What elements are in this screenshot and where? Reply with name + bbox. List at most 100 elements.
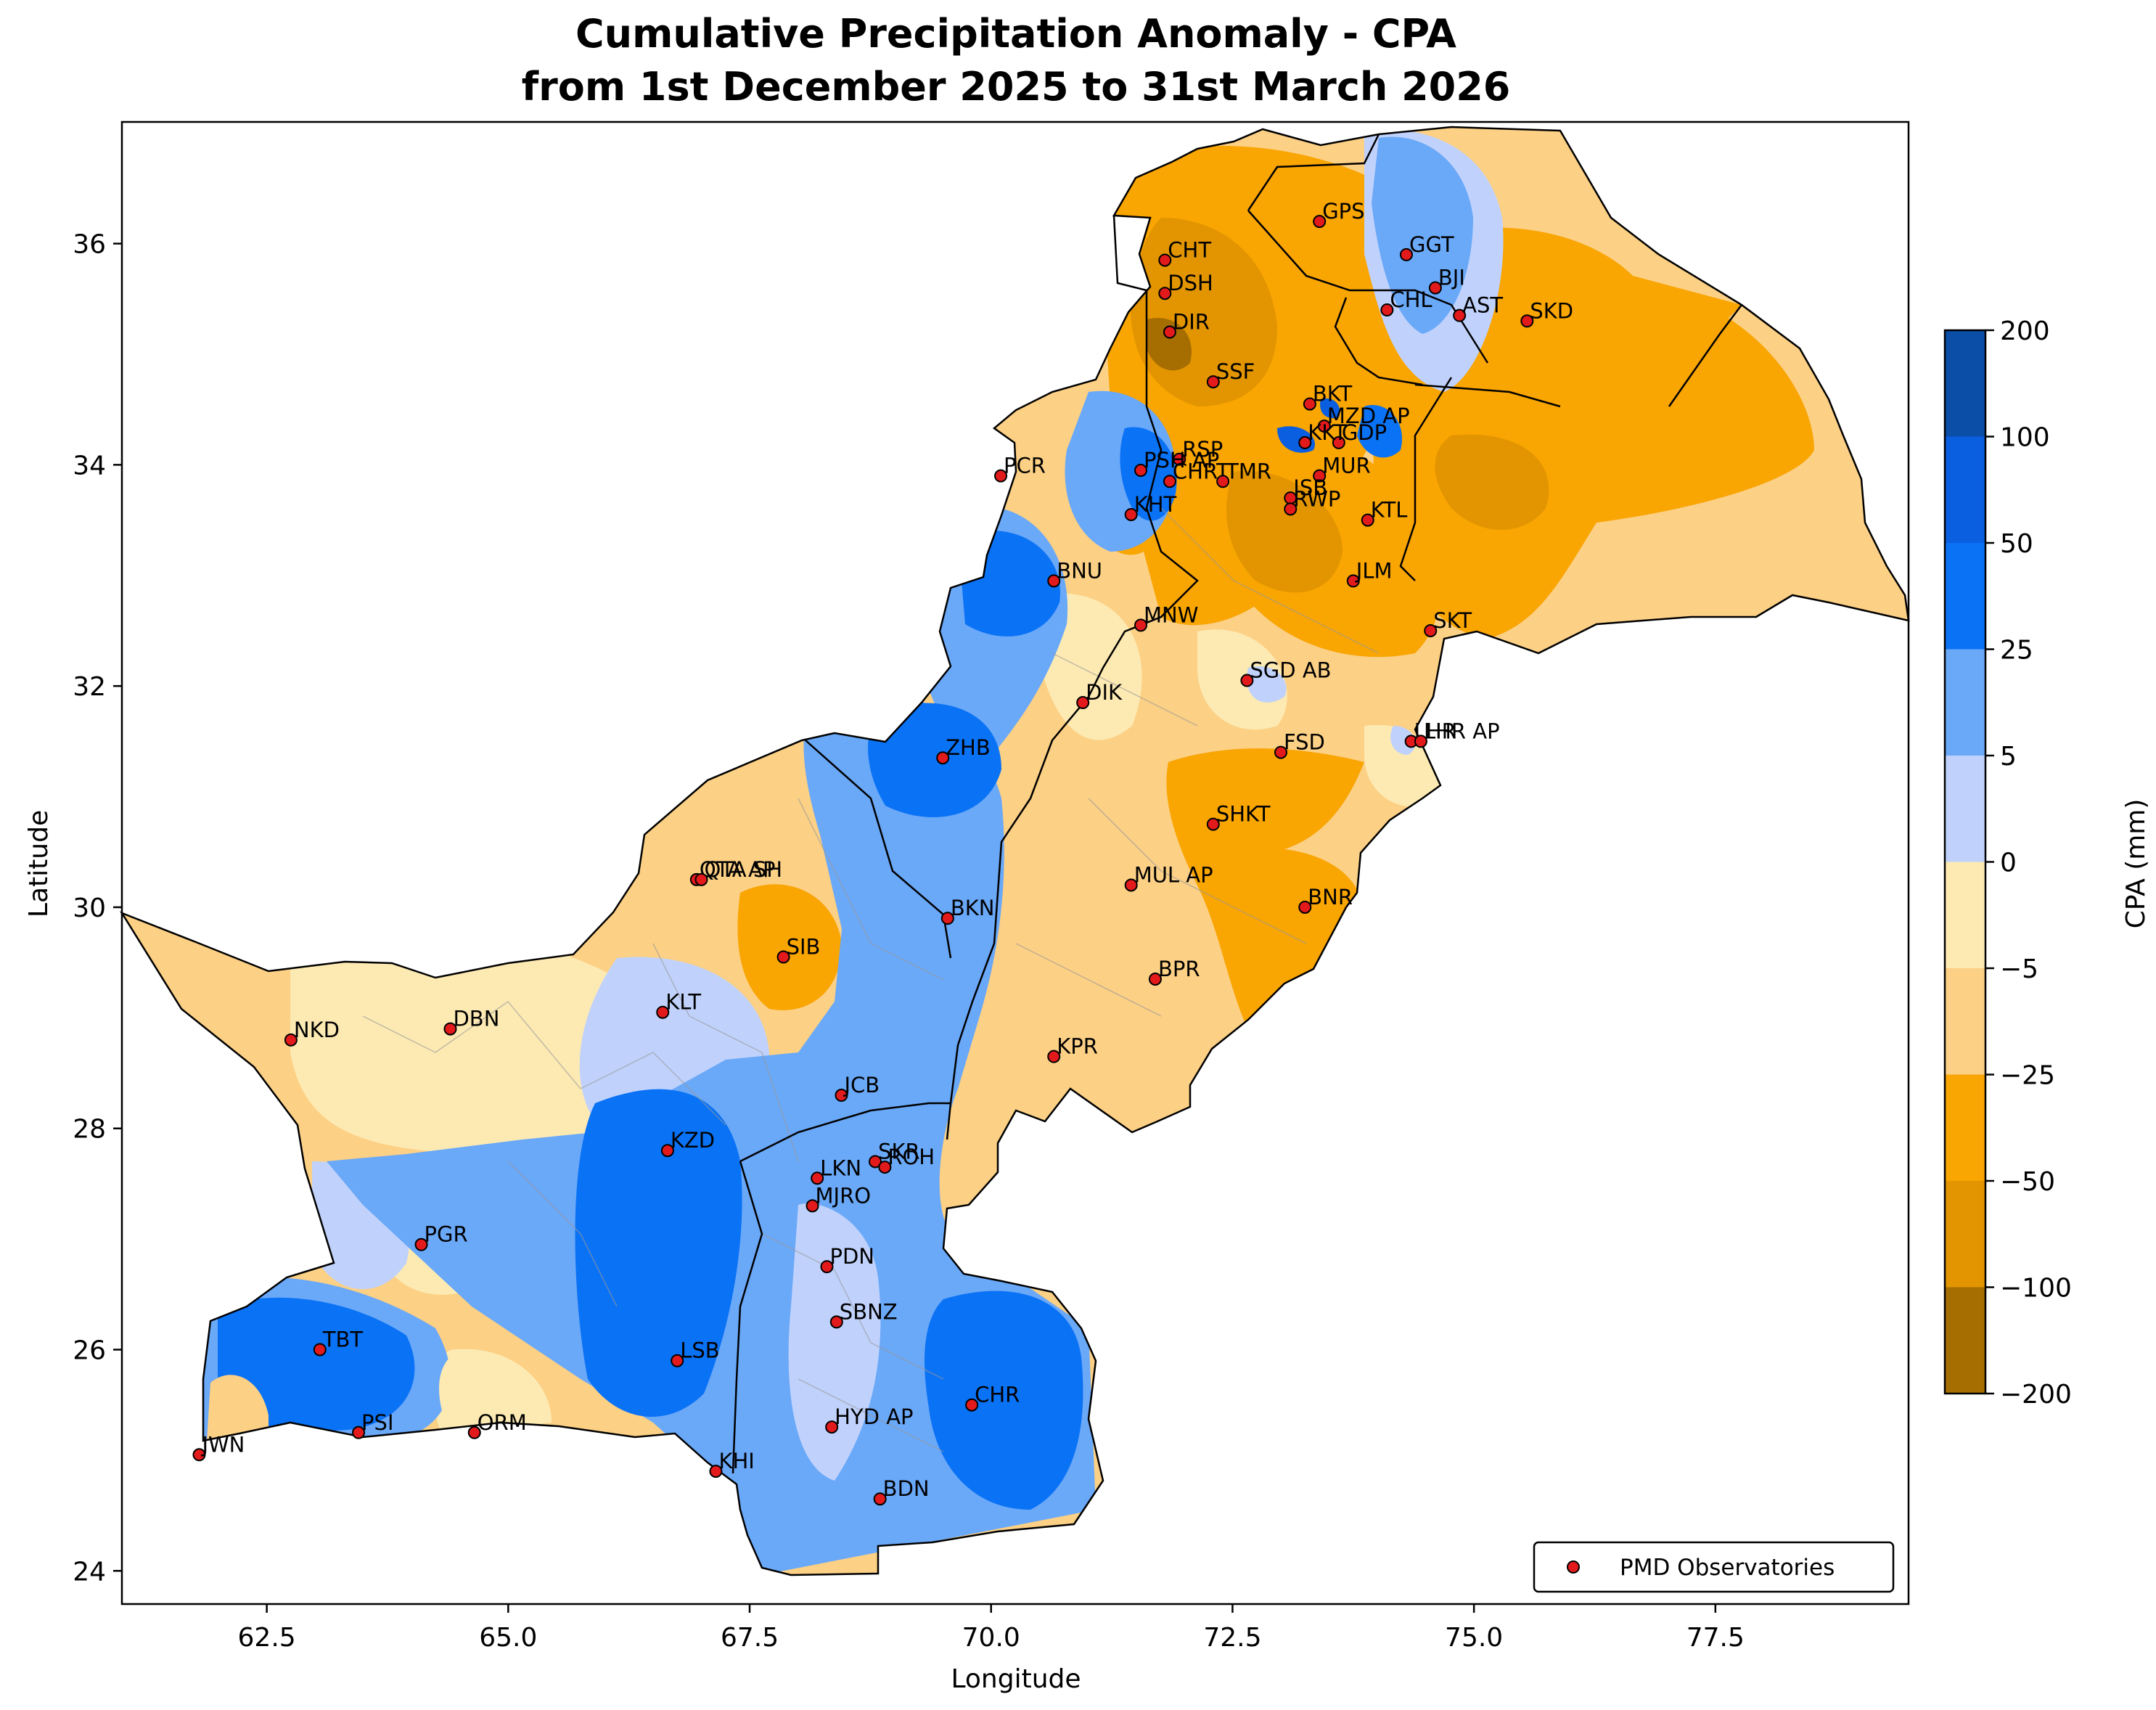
colorbar-segment	[1945, 862, 1985, 969]
station-marker	[1148, 973, 1162, 986]
x-tick-label: 62.5	[238, 1623, 296, 1653]
y-tick-label: 24	[73, 1557, 106, 1587]
station-marker	[1313, 215, 1327, 229]
station-label: DBN	[453, 1007, 499, 1031]
station-label: MZD AP	[1327, 404, 1410, 428]
station-marker	[671, 1354, 684, 1367]
y-tick-label: 26	[73, 1336, 106, 1366]
station-label: MUL AP	[1134, 862, 1213, 887]
station-label: LKN	[820, 1155, 861, 1180]
station-label: DIR	[1173, 310, 1210, 335]
station-label: GGT	[1409, 232, 1454, 257]
station-marker	[835, 1089, 848, 1102]
station-marker	[825, 1420, 839, 1434]
station-marker	[1173, 452, 1186, 466]
x-tick-label: 75.0	[1445, 1623, 1503, 1653]
title-line-1: Cumulative Precipitation Anomaly - CPA	[575, 11, 1456, 57]
station-label: ORM	[477, 1410, 527, 1435]
station-marker	[1414, 735, 1427, 748]
station-marker	[776, 950, 790, 964]
y-tick-label: 34	[73, 451, 106, 480]
station-marker	[1303, 397, 1316, 411]
colorbar-segment	[1945, 756, 1985, 862]
x-tick-label: 67.5	[721, 1623, 779, 1653]
y-tick-label: 30	[73, 893, 106, 923]
station-marker	[1206, 817, 1220, 831]
colorbar-segment	[1945, 649, 1985, 756]
station-label: SBNZ	[840, 1299, 898, 1324]
colorbar-segment	[1945, 968, 1985, 1075]
station-marker	[1428, 281, 1442, 295]
colorbar-tick-label: 100	[2000, 423, 2050, 453]
station-label: GDP	[1342, 420, 1387, 445]
station-marker	[1124, 507, 1138, 521]
station-marker	[1134, 618, 1148, 632]
x-axis-label: Longitude	[951, 1664, 1081, 1694]
colorbar-tick-label: 50	[2000, 529, 2033, 559]
y-tick-label: 28	[73, 1115, 106, 1145]
x-tick-label: 65.0	[479, 1623, 537, 1653]
legend-marker	[1567, 1560, 1580, 1574]
station-marker	[878, 1161, 892, 1174]
colorbar-tick-label: −200	[2000, 1380, 2072, 1410]
station-marker	[1298, 435, 1312, 449]
colorbar-tick-label: 0	[2000, 848, 2017, 878]
colorbar-tick-label: −25	[2000, 1061, 2055, 1091]
station-marker	[694, 872, 708, 886]
station-marker	[1399, 248, 1413, 261]
colorbar-segment	[1945, 543, 1985, 650]
station-label: JWN	[200, 1432, 245, 1457]
station-label: BKT	[1313, 382, 1353, 406]
station-marker	[1158, 253, 1172, 267]
station-label: CHL	[1390, 287, 1432, 312]
station-marker	[192, 1448, 206, 1462]
station-marker	[1163, 325, 1176, 339]
station-marker	[352, 1425, 366, 1439]
colorbar-tick-label: −100	[2000, 1274, 2072, 1304]
station-label: SSF	[1216, 359, 1255, 384]
station-label: PSH AP	[1144, 448, 1219, 472]
station-label: PCR	[1004, 454, 1046, 478]
y-axis-label: Latitude	[24, 810, 54, 917]
y-tick-label: 32	[73, 672, 106, 702]
station-marker	[820, 1260, 834, 1274]
station-marker	[313, 1343, 327, 1357]
station-marker	[1134, 464, 1148, 478]
station-label: BJI	[1438, 266, 1465, 290]
station-label: KHT	[1134, 492, 1177, 517]
station-marker	[660, 1144, 674, 1158]
station-label: QTA SH	[704, 857, 782, 882]
district-boundaries	[362, 507, 1380, 1452]
station-label: SKR	[878, 1139, 920, 1163]
station-marker	[1124, 878, 1138, 892]
station-marker	[1163, 475, 1176, 488]
station-label: ISB	[1293, 475, 1327, 500]
station-marker	[829, 1315, 843, 1329]
station-label: KHI	[718, 1449, 754, 1473]
station-label: PSI	[361, 1410, 393, 1435]
station-label: AST	[1462, 293, 1503, 318]
station-marker	[994, 469, 1008, 483]
station-marker	[709, 1465, 723, 1478]
station-marker	[414, 1238, 428, 1251]
station-marker	[1216, 475, 1230, 488]
station-label: FSD	[1284, 730, 1325, 755]
colorbar-segment	[1945, 1074, 1985, 1182]
station-label: KPR	[1057, 1034, 1098, 1059]
station-label: SKD	[1530, 298, 1573, 323]
station-label: KKT	[1308, 420, 1347, 445]
x-tick-label: 72.5	[1203, 1623, 1261, 1653]
station-marker	[965, 1398, 979, 1412]
legend-label: PMD Observatories	[1620, 1555, 1835, 1581]
station-label: GPS	[1322, 199, 1364, 224]
station-marker	[1047, 574, 1061, 588]
station-marker	[656, 1005, 670, 1019]
station-label: NKD	[294, 1018, 340, 1042]
station-marker	[1274, 745, 1287, 759]
station-marker	[1346, 574, 1360, 588]
station-marker	[1317, 420, 1331, 433]
station-marker	[936, 751, 950, 765]
axes-frame	[120, 120, 1910, 1605]
